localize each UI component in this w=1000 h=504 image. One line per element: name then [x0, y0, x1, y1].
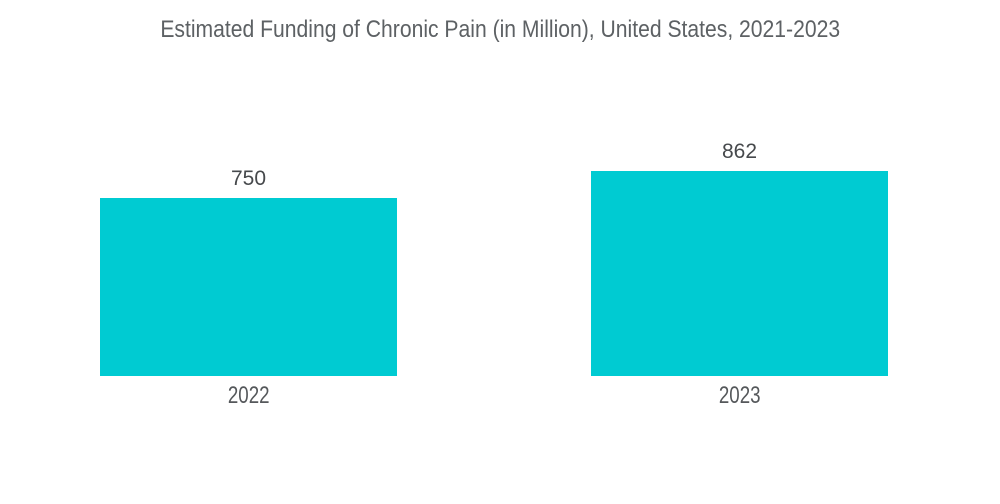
bar-value-label: 750	[230, 167, 267, 190]
plot-area: 750 2022 862 2023	[100, 0, 888, 408]
bar-group-2023: 862 2023	[591, 140, 888, 408]
x-axis-label: 2022	[227, 382, 270, 409]
bar-2023	[591, 171, 888, 376]
x-axis-label: 2023	[718, 382, 761, 409]
chart-title: Estimated Funding of Chronic Pain (in Mi…	[160, 16, 840, 43]
bar-group-2022: 750 2022	[100, 167, 397, 408]
chart-title-wrap: Estimated Funding of Chronic Pain (in Mi…	[0, 16, 1000, 44]
bar-value-label: 862	[721, 140, 758, 163]
bar-2022	[100, 198, 397, 376]
